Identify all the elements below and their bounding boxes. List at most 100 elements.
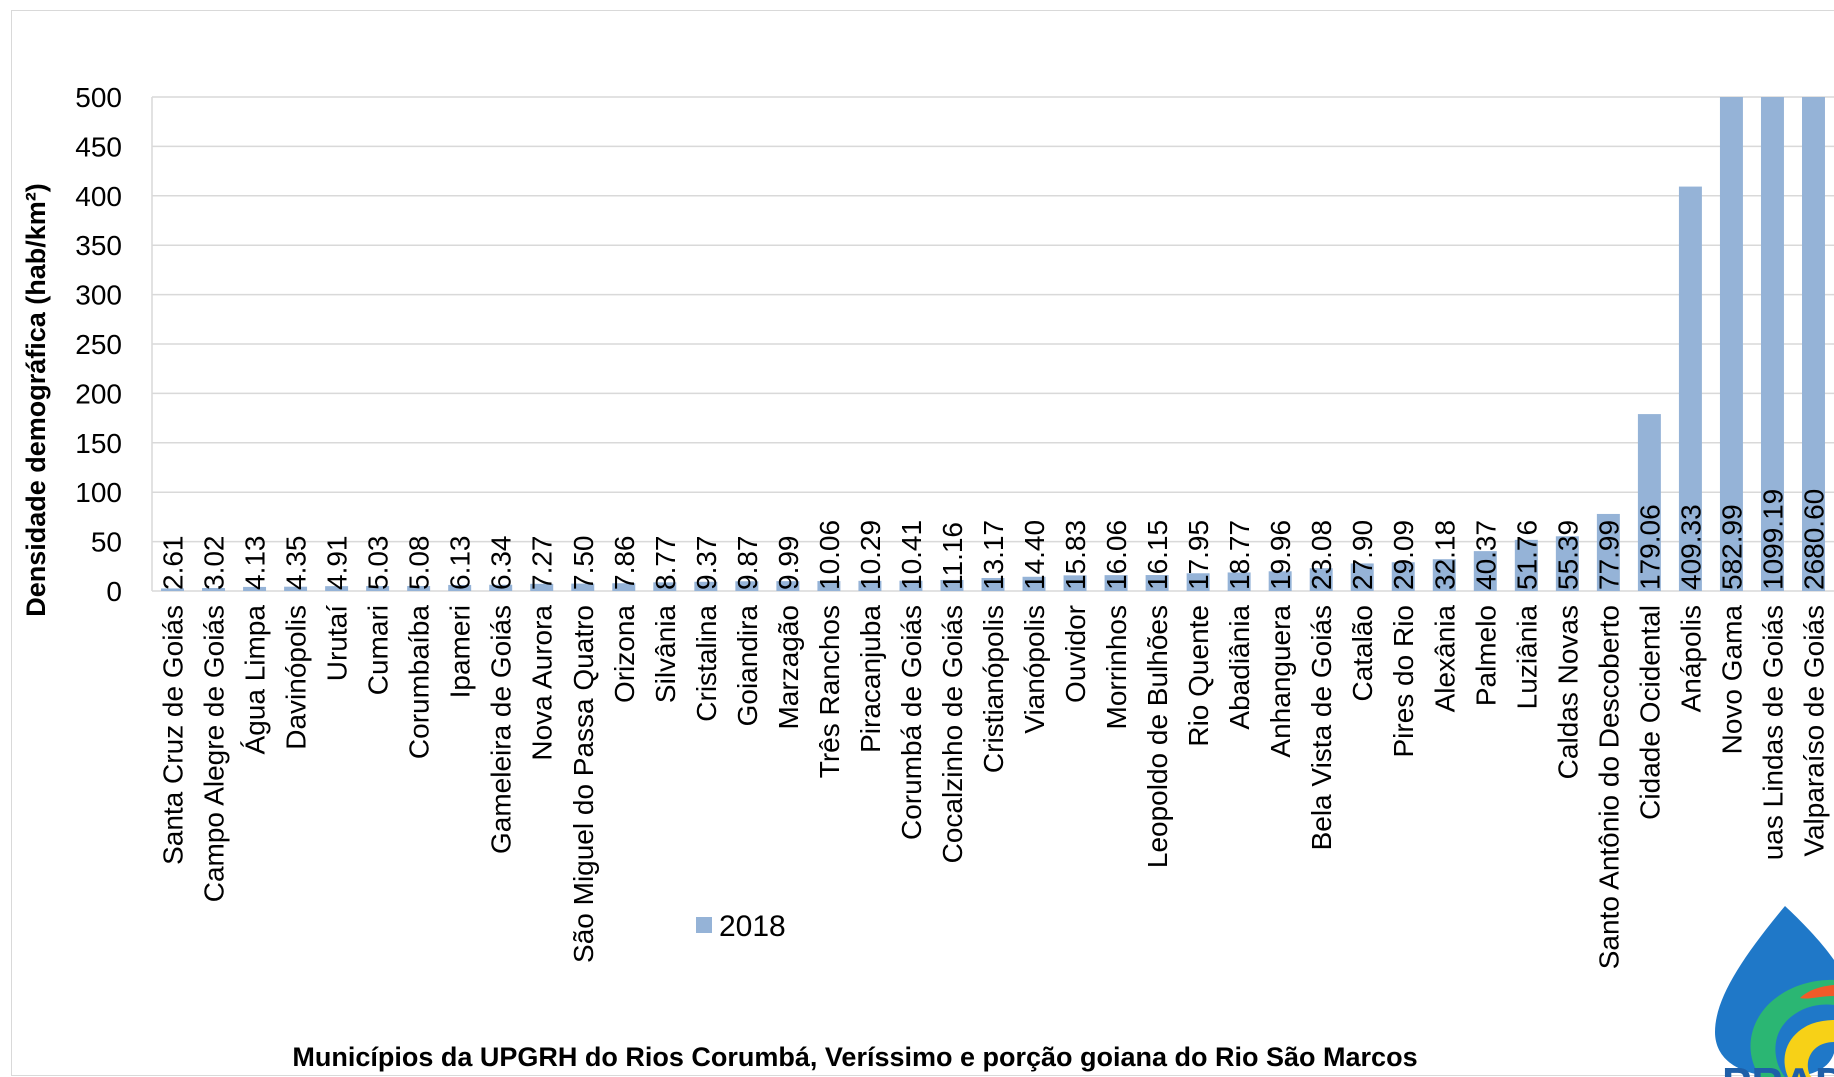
y-tick-label: 500: [75, 82, 122, 113]
data-label: 14.40: [1019, 520, 1050, 590]
x-category-label: Goiandira: [732, 605, 763, 727]
legend-swatch: [696, 917, 712, 933]
bar: [1432, 559, 1456, 591]
bar: [571, 583, 595, 591]
x-category-label: Anápolis: [1675, 605, 1706, 712]
x-category-label: Ouvidor: [1060, 605, 1091, 703]
x-category-label: Luziânia: [1511, 605, 1542, 710]
legend: 2018: [696, 910, 786, 943]
x-category-label: Marzagão: [773, 605, 804, 730]
data-label: 10.29: [855, 520, 886, 590]
bar: [1022, 576, 1046, 591]
data-label: 4.13: [240, 536, 271, 591]
bar: [1268, 571, 1292, 591]
data-label: 55.39: [1552, 520, 1583, 590]
data-label: 19.96: [1265, 520, 1296, 590]
x-category-label: Leopoldo de Bulhões: [1142, 605, 1173, 868]
x-category-label: Cristianópolis: [978, 605, 1009, 773]
bar: [202, 588, 226, 591]
bar: [1555, 536, 1579, 591]
data-label: 7.86: [609, 536, 640, 591]
data-label: 179.06: [1634, 504, 1665, 590]
x-category-label: Anhanguera: [1265, 605, 1296, 758]
data-label: 8.77: [650, 536, 681, 591]
data-label: 18.77: [1224, 520, 1255, 590]
data-label: 13.17: [978, 520, 1009, 590]
data-label: 77.99: [1593, 520, 1624, 590]
bar: [1802, 97, 1825, 591]
bar: [1227, 572, 1251, 591]
data-label: 2680.60: [1798, 489, 1829, 590]
y-tick-label: 300: [75, 280, 122, 311]
data-label: 23.08: [1306, 520, 1337, 590]
x-category-label: Campo Alegre de Goiás: [199, 605, 230, 902]
bar: [940, 579, 964, 591]
bar: [1514, 539, 1538, 591]
drop-swirl-logo-icon: [1715, 906, 1834, 1077]
data-label: 4.35: [281, 536, 312, 591]
data-label: 4.91: [322, 536, 353, 591]
y-tick-label: 50: [91, 527, 122, 558]
bar: [448, 584, 472, 591]
data-label: 27.90: [1347, 520, 1378, 590]
data-label: 32.18: [1429, 520, 1460, 590]
data-label: 11.16: [937, 522, 968, 590]
x-category-label: Novo Gama: [1716, 605, 1747, 755]
data-label: 10.41: [896, 520, 927, 590]
data-label: 5.03: [363, 536, 394, 591]
bar: [284, 586, 308, 591]
x-category-label: Valparaíso de Goiás: [1798, 605, 1829, 857]
x-category-label: Cidade Ocidental: [1634, 605, 1665, 820]
y-axis-ticks: 0 50 100 150 200 250 300 350 400 450 500: [75, 82, 122, 607]
x-category-label: Morrinhos: [1101, 605, 1132, 729]
x-category-label: Três Ranchos: [814, 605, 845, 778]
gridlines: [151, 96, 1834, 592]
x-category-label: Silvânia: [650, 605, 681, 703]
y-tick-label: 200: [75, 378, 122, 409]
data-label: 9.87: [732, 536, 763, 591]
bar: [735, 581, 759, 591]
bar: [1309, 568, 1333, 591]
bar: [1063, 575, 1087, 591]
bar: [161, 588, 184, 591]
bar: [1473, 551, 1497, 591]
bar: [817, 581, 841, 591]
x-category-label: Vianópolis: [1019, 605, 1050, 734]
x-category-label: Gameleira de Goiás: [486, 605, 517, 854]
x-category-label: Cumari: [363, 605, 394, 695]
data-label: 1099.19: [1757, 489, 1788, 590]
x-category-label: Piracanjuba: [855, 605, 886, 753]
x-axis-title: Municípios da UPGRH do Rios Corumbá, Ver…: [292, 1042, 1417, 1072]
bar: [1104, 575, 1128, 591]
bar: [1719, 97, 1743, 591]
x-category-label: Pires do Rio: [1388, 605, 1419, 758]
x-category-label: Nova Aurora: [527, 605, 558, 761]
data-label: 6.34: [486, 536, 517, 591]
x-category-label: Caldas Novas: [1552, 605, 1583, 779]
data-label: 409.33: [1675, 504, 1706, 590]
x-category-label: Catalão: [1347, 605, 1378, 702]
x-category-label: Ipameri: [445, 605, 476, 698]
x-category-label: Bela Vista de Goiás: [1306, 605, 1337, 850]
legend-label: 2018: [719, 910, 786, 943]
bar: [653, 582, 677, 591]
bar: [489, 584, 513, 591]
bar: [776, 581, 800, 591]
x-category-label: Abadiânia: [1224, 605, 1255, 730]
bar: [694, 581, 718, 591]
data-label: 51.76: [1511, 520, 1542, 590]
x-category-label: Cocalzinho de Goiás: [937, 605, 968, 863]
y-tick-label: 150: [75, 428, 122, 459]
data-label: 7.50: [568, 536, 599, 591]
bar: [1596, 513, 1620, 591]
x-category-label: Santa Cruz de Goiás: [158, 605, 189, 865]
y-axis-title: Densidade demográfica (hab/km²): [21, 183, 51, 617]
x-category-label: Davinópolis: [281, 605, 312, 750]
data-label: 6.13: [445, 536, 476, 591]
bar: [530, 583, 554, 591]
data-label: 10.06: [814, 520, 845, 590]
bar: [366, 586, 390, 591]
data-label: 3.02: [199, 536, 230, 591]
data-label: 16.06: [1101, 520, 1132, 590]
